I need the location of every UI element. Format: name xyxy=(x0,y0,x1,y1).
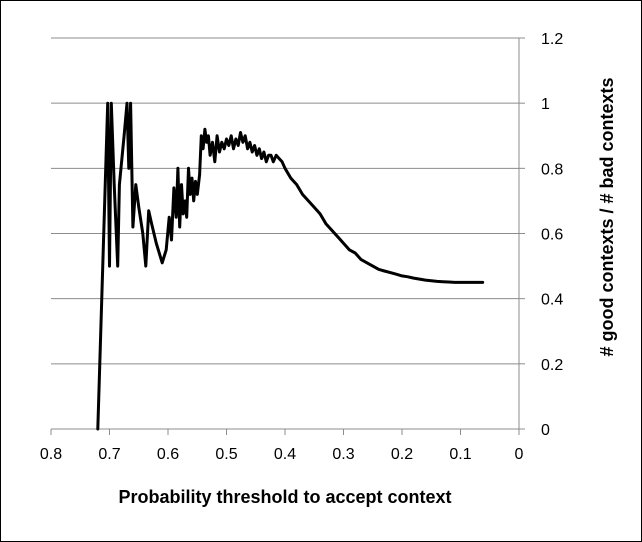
x-tick-label: 0.3 xyxy=(332,446,354,463)
x-tick-label: 0.6 xyxy=(157,446,179,463)
x-tick-label: 0.8 xyxy=(40,446,62,463)
y-tick-label: 0.4 xyxy=(541,292,563,309)
y-axis: 0 0.2 0.4 0.6 0.8 1 1.2 xyxy=(518,31,563,439)
x-tick-label: 0.1 xyxy=(449,446,471,463)
x-axis: 0.8 0.7 0.6 0.5 0.4 0.3 0.2 0.1 0 xyxy=(40,428,524,463)
series-line-0 xyxy=(96,101,485,431)
grid-lines xyxy=(51,37,519,365)
y-axis-title: # good contexts / # bad contexts xyxy=(597,77,617,356)
y-tick-label: 0 xyxy=(541,422,550,439)
x-axis-title: Probability threshold to accept context xyxy=(118,487,451,507)
y-tick-label: 0.6 xyxy=(541,227,563,244)
x-tick-label: 0.5 xyxy=(215,446,237,463)
x-tick-label: 0.7 xyxy=(98,446,120,463)
x-tick-label: 0.4 xyxy=(274,446,296,463)
y-tick-label: 1.2 xyxy=(541,31,563,48)
x-tick-label: 0 xyxy=(515,446,524,463)
x-tick-label: 0.2 xyxy=(391,446,413,463)
y-tick-label: 0.8 xyxy=(541,161,563,178)
y-tick-label: 1 xyxy=(541,96,550,113)
series-layer xyxy=(96,101,485,431)
y-tick-label: 0.2 xyxy=(541,357,563,374)
